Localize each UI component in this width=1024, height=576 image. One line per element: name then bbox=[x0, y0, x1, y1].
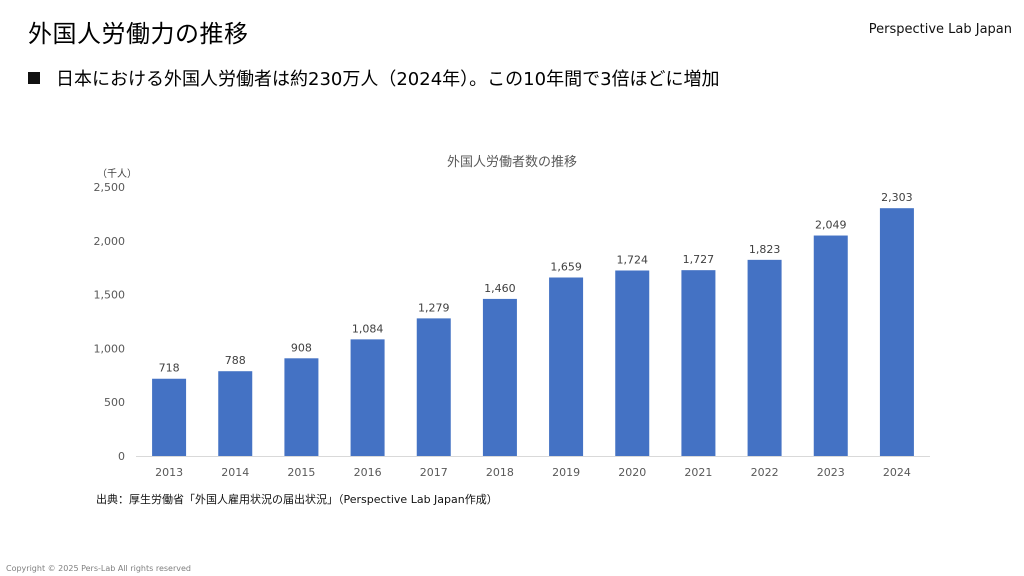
bullet-square-icon bbox=[28, 72, 40, 84]
bar-data-label: 1,659 bbox=[550, 260, 582, 273]
x-tick-label: 2020 bbox=[618, 466, 646, 479]
bar-data-label: 2,049 bbox=[815, 219, 847, 232]
bar-data-label: 1,279 bbox=[418, 301, 450, 314]
bar-data-label: 1,724 bbox=[617, 253, 649, 266]
bar-data-label: 788 bbox=[225, 354, 246, 367]
y-tick-label: 1,500 bbox=[94, 289, 126, 302]
chart-title: 外国人労働者数の推移 bbox=[446, 155, 577, 170]
bar bbox=[549, 277, 584, 456]
page-title: 外国人労働力の推移 bbox=[28, 20, 249, 48]
bar bbox=[350, 339, 385, 456]
y-tick-label: 2,500 bbox=[94, 181, 126, 194]
bar bbox=[284, 358, 319, 456]
bar bbox=[813, 235, 848, 456]
x-axis-ticks: 2013 2014 2015 2016 2017 2018 2019 2020 2021 2022… bbox=[155, 466, 911, 479]
copyright-text: Copyright © 2025 Pers-Lab All rights res… bbox=[6, 564, 191, 573]
y-axis-ticks: 0 500 1,000 1,500 2,000 2,500 bbox=[94, 181, 126, 463]
x-tick-label: 2014 bbox=[221, 466, 249, 479]
bar bbox=[416, 318, 451, 456]
bar-data-label: 2,303 bbox=[881, 191, 913, 204]
bar-data-label: 908 bbox=[291, 341, 312, 354]
y-tick-label: 2,000 bbox=[94, 235, 126, 248]
x-tick-label: 2023 bbox=[817, 466, 845, 479]
bar-data-label: 1,460 bbox=[484, 282, 516, 295]
y-axis-unit-label: （千人） bbox=[97, 169, 137, 180]
x-tick-label: 2018 bbox=[486, 466, 514, 479]
x-tick-label: 2021 bbox=[684, 466, 712, 479]
y-tick-label: 500 bbox=[104, 396, 125, 409]
summary-text: 日本における外国人労働者は約230万人（2024年）。この10年間で3倍ほどに増… bbox=[56, 69, 720, 90]
summary-bullet: 日本における外国人労働者は約230万人（2024年）。この10年間で3倍ほどに増… bbox=[28, 65, 720, 91]
x-tick-label: 2024 bbox=[883, 466, 911, 479]
bar bbox=[681, 270, 716, 456]
x-tick-label: 2019 bbox=[552, 466, 580, 479]
y-tick-label: 0 bbox=[118, 450, 125, 463]
x-tick-label: 2017 bbox=[420, 466, 448, 479]
source-note: 出典：厚生労働省「外国人雇用状況の届出状況」（Perspective Lab J… bbox=[96, 493, 498, 506]
bar bbox=[482, 298, 517, 456]
bar-data-label: 1,823 bbox=[749, 243, 781, 256]
y-tick-label: 1,000 bbox=[94, 342, 126, 355]
bar bbox=[152, 378, 187, 456]
bar-data-label: 718 bbox=[159, 362, 180, 375]
x-tick-label: 2015 bbox=[287, 466, 315, 479]
bar bbox=[218, 371, 253, 456]
bar bbox=[615, 270, 650, 456]
bar bbox=[879, 208, 914, 456]
bar-data-label: 1,727 bbox=[683, 253, 715, 266]
bar-data-label: 1,084 bbox=[352, 322, 384, 335]
x-tick-label: 2013 bbox=[155, 466, 183, 479]
bar bbox=[747, 259, 782, 456]
bars-group bbox=[152, 208, 914, 456]
data-labels-group: 718 788 908 1,084 1,279 1,460 1,659 1,724 1,727 1… bbox=[159, 191, 913, 375]
x-tick-label: 2016 bbox=[354, 466, 382, 479]
brand-name: Perspective Lab Japan bbox=[868, 22, 1012, 37]
x-tick-label: 2022 bbox=[751, 466, 779, 479]
